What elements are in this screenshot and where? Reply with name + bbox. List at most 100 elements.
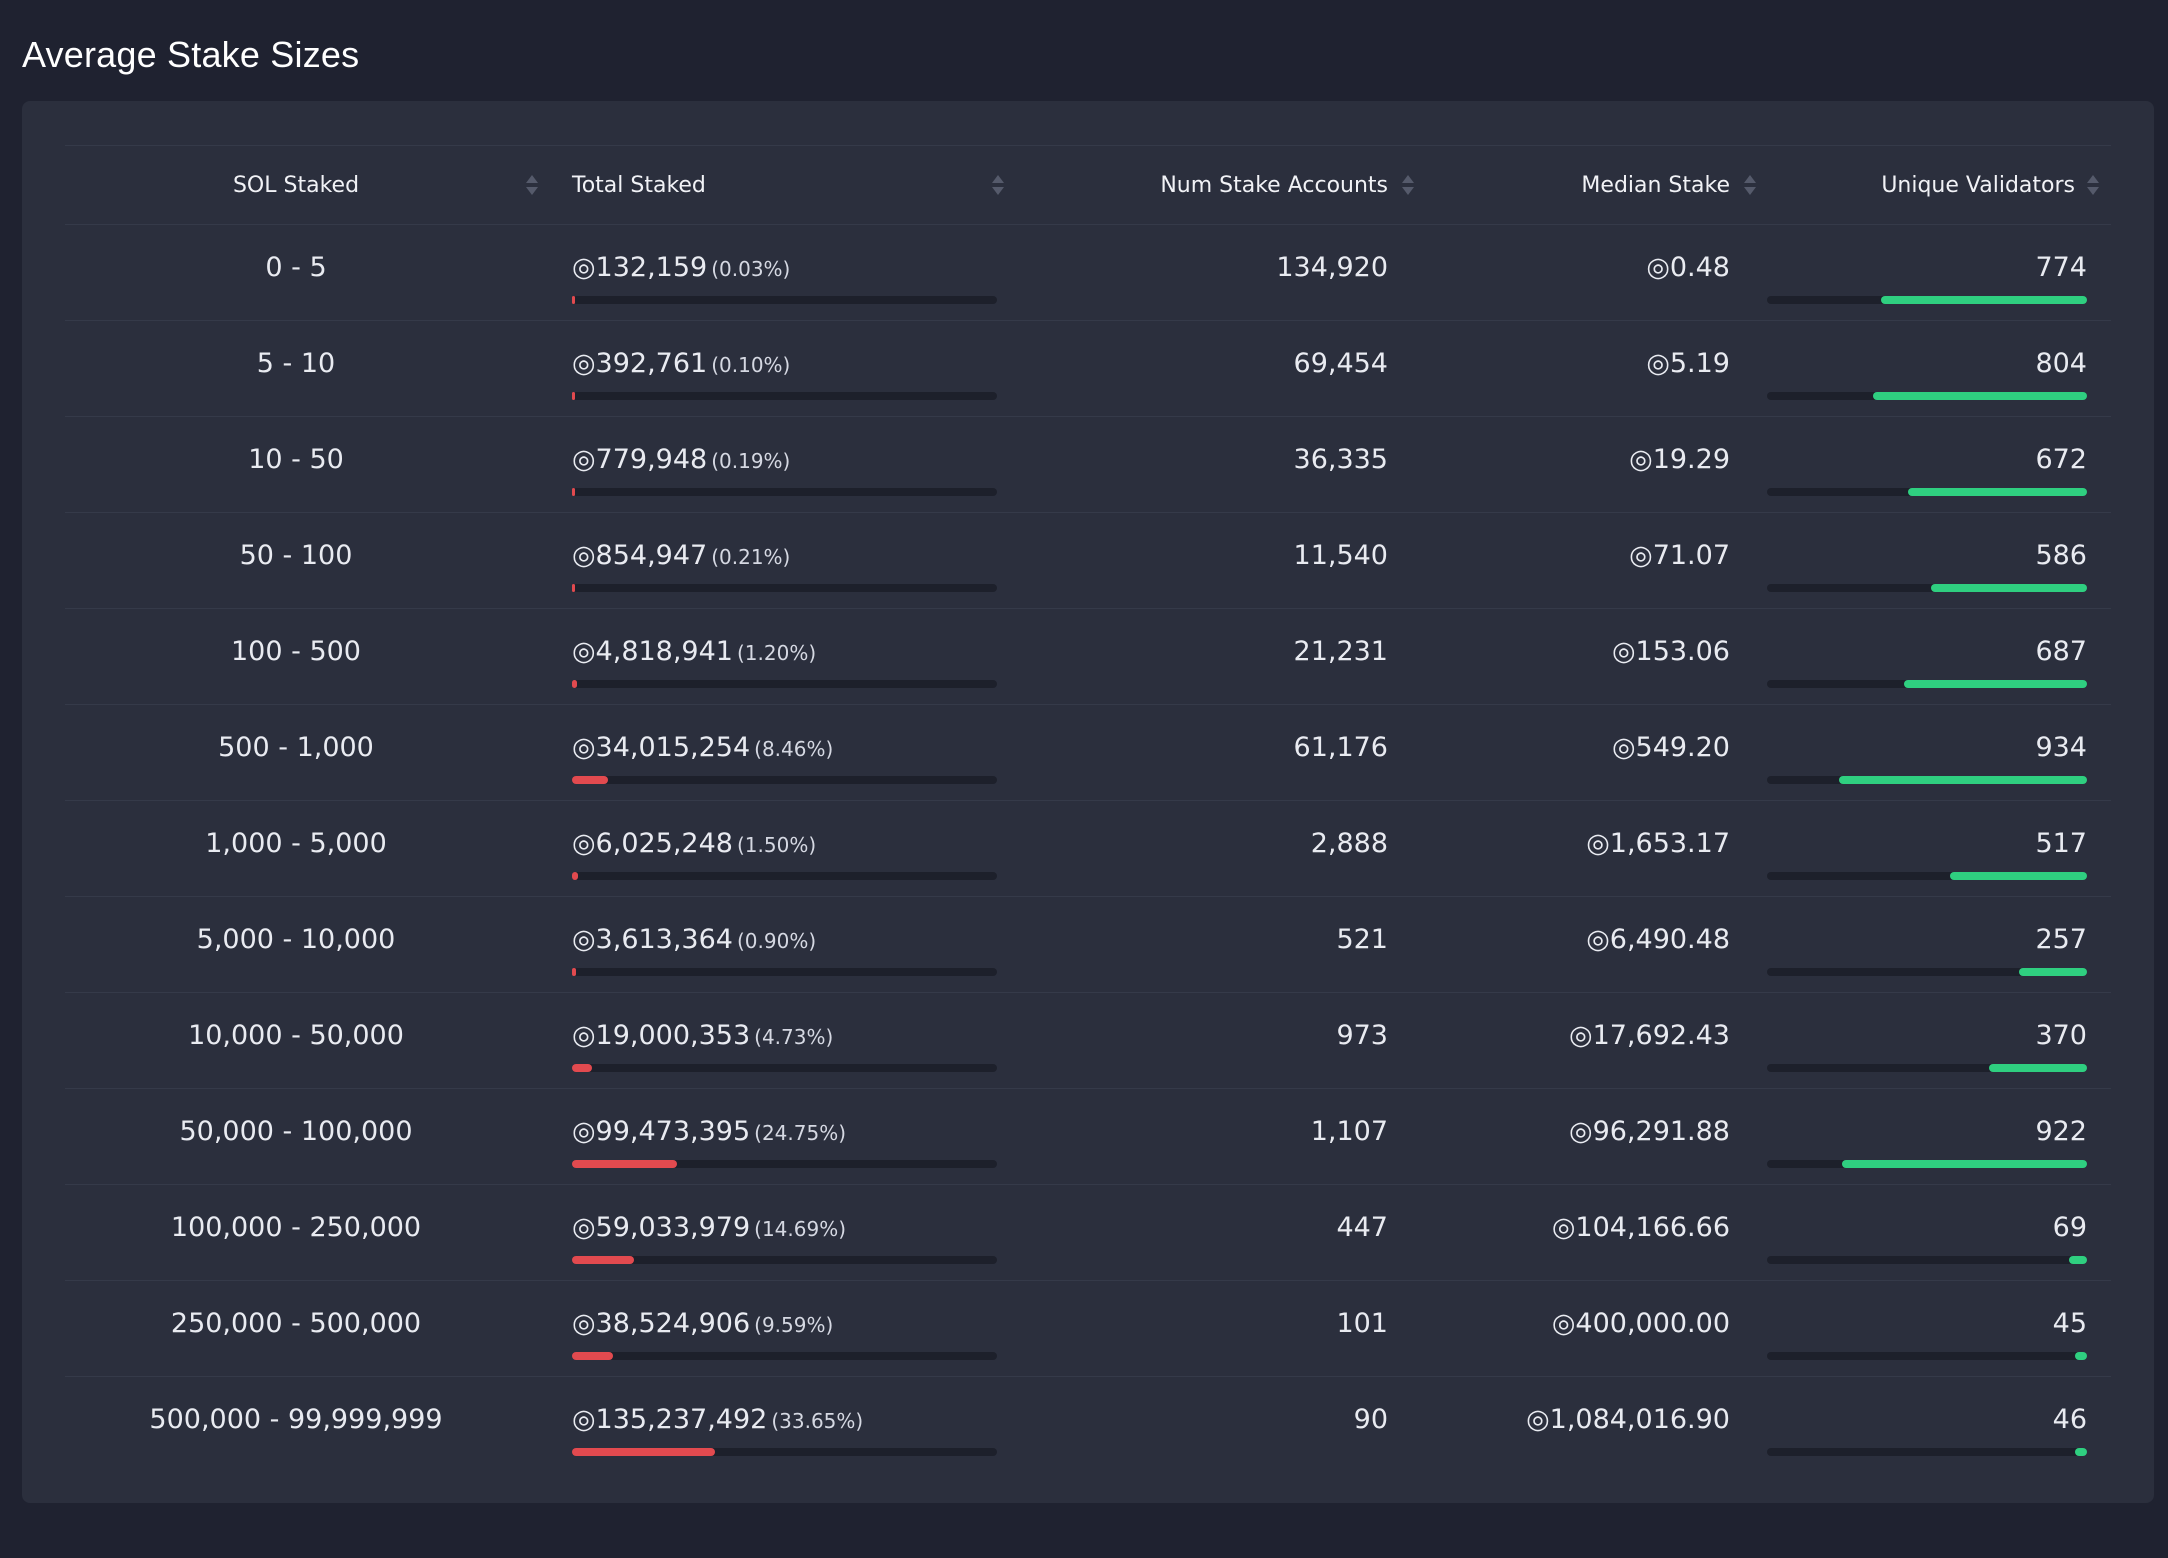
unique-validators-bar-fill	[1881, 296, 2087, 304]
total-staked-value: ◎392,761	[572, 348, 708, 379]
total-staked-cell: ◎19,000,353 (4.73%)	[572, 1019, 833, 1054]
unique-validators: 45	[2052, 1308, 2087, 1339]
sol-staked-range: 5 - 10	[256, 348, 336, 379]
total-staked-percent: (1.50%)	[736, 833, 817, 857]
column-header-num-stake-accounts[interactable]: Num Stake Accounts	[1160, 146, 1388, 224]
unique-validators: 774	[2035, 252, 2087, 283]
total-staked-percent: (8.46%)	[754, 737, 834, 761]
unique-validators: 370	[2035, 1020, 2087, 1051]
unique-validators-bar	[1767, 1256, 2087, 1264]
unique-validators: 69	[2052, 1212, 2087, 1243]
median-stake: ◎104,166.66	[1551, 1212, 1730, 1243]
total-staked-cell: ◎59,033,979 (14.69%)	[572, 1211, 846, 1246]
total-staked-cell: ◎34,015,254 (8.46%)	[572, 731, 833, 766]
sort-icon[interactable]	[2086, 173, 2100, 197]
total-staked-value: ◎779,948	[572, 444, 708, 475]
sort-icon[interactable]	[1743, 173, 1757, 197]
num-stake-accounts: 1,107	[1310, 1116, 1388, 1147]
total-staked-bar	[572, 1352, 997, 1360]
unique-validators-bar-fill	[1904, 680, 2087, 688]
total-staked-bar-fill	[572, 1256, 635, 1264]
num-stake-accounts: 447	[1336, 1212, 1388, 1243]
total-staked-value: ◎132,159	[572, 252, 708, 283]
unique-validators-bar-fill	[1931, 584, 2087, 592]
total-staked-bar	[572, 1160, 997, 1168]
total-staked-bar-fill	[572, 488, 575, 496]
table-row[interactable]: 0 - 5 ◎132,159 (0.03%) 134,920 ◎0.48 774	[65, 225, 2111, 321]
total-staked-value: ◎38,524,906	[572, 1308, 751, 1339]
median-stake: ◎5.19	[1646, 348, 1730, 379]
total-staked-bar-fill	[572, 584, 575, 592]
total-staked-percent: (0.03%)	[711, 257, 791, 281]
total-staked-percent: (33.65%)	[771, 1409, 864, 1433]
unique-validators: 257	[2035, 924, 2087, 955]
unique-validators: 672	[2035, 444, 2087, 475]
total-staked-value: ◎34,015,254	[572, 732, 751, 763]
page-title: Average Stake Sizes	[22, 34, 360, 75]
unique-validators-bar-fill	[2074, 1448, 2087, 1456]
unique-validators: 687	[2035, 636, 2087, 667]
column-header-label: Total Staked	[572, 172, 706, 198]
unique-validators-bar-fill	[1873, 392, 2087, 400]
column-header-label: Median Stake	[1581, 172, 1730, 198]
table-row[interactable]: 250,000 - 500,000 ◎38,524,906 (9.59%) 101…	[65, 1281, 2111, 1377]
sol-staked-range: 1,000 - 5,000	[205, 828, 387, 859]
sol-staked-range: 50,000 - 100,000	[179, 1116, 413, 1147]
total-staked-cell: ◎854,947 (0.21%)	[572, 539, 790, 574]
column-header-label: SOL Staked	[232, 172, 360, 198]
total-staked-bar-fill	[572, 680, 578, 688]
sol-staked-range: 0 - 5	[265, 252, 327, 283]
unique-validators: 586	[2035, 540, 2087, 571]
unique-validators-bar-fill	[2018, 968, 2087, 976]
total-staked-cell: ◎3,613,364 (0.90%)	[572, 923, 816, 958]
unique-validators-bar-fill	[1841, 1160, 2087, 1168]
total-staked-value: ◎135,237,492	[572, 1404, 768, 1435]
median-stake: ◎0.48	[1646, 252, 1730, 283]
median-stake: ◎96,291.88	[1569, 1116, 1730, 1147]
table-row[interactable]: 500 - 1,000 ◎34,015,254 (8.46%) 61,176 ◎5…	[65, 705, 2111, 801]
sort-icon[interactable]	[991, 173, 1005, 197]
unique-validators-bar	[1767, 392, 2087, 400]
total-staked-percent: (0.10%)	[711, 353, 791, 377]
total-staked-bar-fill	[572, 1160, 678, 1168]
unique-validators-bar-fill	[1949, 872, 2087, 880]
median-stake: ◎17,692.43	[1569, 1020, 1730, 1051]
total-staked-cell: ◎135,237,492 (33.65%)	[572, 1403, 863, 1438]
sol-staked-range: 100,000 - 250,000	[170, 1212, 422, 1243]
sol-staked-range: 5,000 - 10,000	[196, 924, 396, 955]
total-staked-value: ◎4,818,941	[572, 636, 733, 667]
total-staked-percent: (0.19%)	[711, 449, 791, 473]
total-staked-bar-fill	[572, 392, 575, 400]
total-staked-cell: ◎779,948 (0.19%)	[572, 443, 790, 478]
total-staked-bar-fill	[572, 1064, 593, 1072]
total-staked-cell: ◎4,818,941 (1.20%)	[572, 635, 816, 670]
table-row[interactable]: 5 - 10 ◎392,761 (0.10%) 69,454 ◎5.19 804	[65, 321, 2111, 417]
sort-icon[interactable]	[1401, 173, 1415, 197]
median-stake: ◎549.20	[1611, 732, 1730, 763]
total-staked-value: ◎59,033,979	[572, 1212, 751, 1243]
table-row[interactable]: 10,000 - 50,000 ◎19,000,353 (4.73%) 973 ◎…	[65, 993, 2111, 1089]
table-row[interactable]: 100,000 - 250,000 ◎59,033,979 (14.69%) 44…	[65, 1185, 2111, 1281]
column-header-median-stake[interactable]: Median Stake	[1581, 146, 1730, 224]
table-row[interactable]: 50 - 100 ◎854,947 (0.21%) 11,540 ◎71.07 5…	[65, 513, 2111, 609]
table-row[interactable]: 100 - 500 ◎4,818,941 (1.20%) 21,231 ◎153.…	[65, 609, 2111, 705]
column-header-total-staked[interactable]: Total Staked	[572, 146, 706, 224]
table-row[interactable]: 500,000 - 99,999,999 ◎135,237,492 (33.65%…	[65, 1377, 2111, 1472]
table-row[interactable]: 50,000 - 100,000 ◎99,473,395 (24.75%) 1,1…	[65, 1089, 2111, 1185]
table-row[interactable]: 1,000 - 5,000 ◎6,025,248 (1.50%) 2,888 ◎1…	[65, 801, 2111, 897]
unique-validators: 46	[2052, 1404, 2087, 1435]
column-header-unique-validators[interactable]: Unique Validators	[1881, 146, 2075, 224]
table-row[interactable]: 5,000 - 10,000 ◎3,613,364 (0.90%) 521 ◎6,…	[65, 897, 2111, 993]
num-stake-accounts: 11,540	[1293, 540, 1388, 571]
total-staked-percent: (14.69%)	[754, 1217, 847, 1241]
total-staked-value: ◎6,025,248	[572, 828, 733, 859]
column-header-sol-staked[interactable]: SOL Staked	[65, 146, 527, 224]
table-row[interactable]: 10 - 50 ◎779,948 (0.19%) 36,335 ◎19.29 67…	[65, 417, 2111, 513]
sol-staked-range: 250,000 - 500,000	[170, 1308, 422, 1339]
total-staked-value: ◎3,613,364	[572, 924, 733, 955]
median-stake: ◎153.06	[1611, 636, 1730, 667]
total-staked-bar-fill	[572, 776, 608, 784]
unique-validators-bar-fill	[1988, 1064, 2087, 1072]
total-staked-bar	[572, 1256, 997, 1264]
sort-icon[interactable]	[525, 173, 539, 197]
